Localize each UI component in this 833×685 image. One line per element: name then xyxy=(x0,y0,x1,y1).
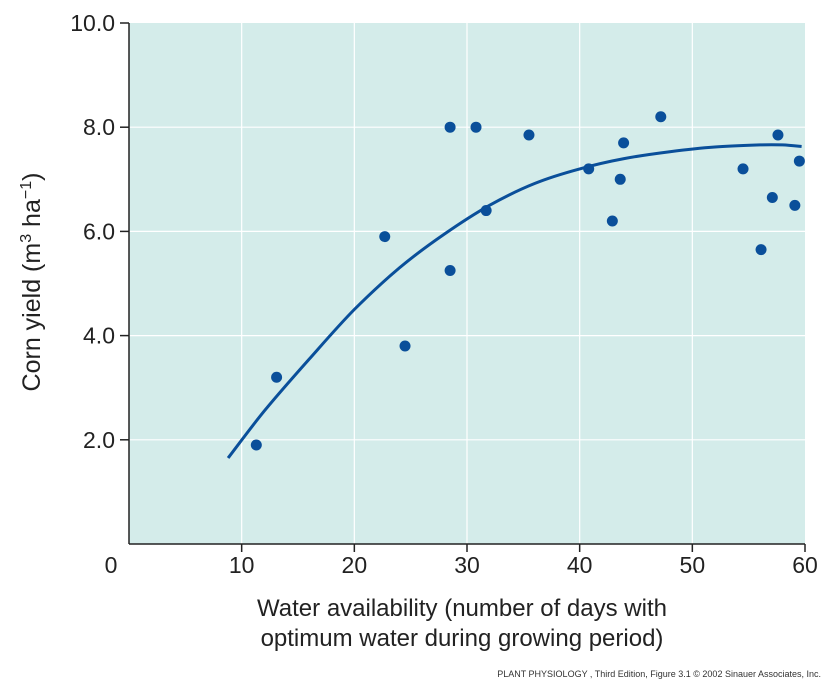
y-tick-label: 2.0 xyxy=(83,427,115,453)
data-point xyxy=(399,340,411,352)
data-point xyxy=(614,173,626,185)
y-tick-label: 4.0 xyxy=(83,323,115,349)
data-point xyxy=(618,137,630,149)
data-point xyxy=(444,121,456,133)
y-axis-title-end: ) xyxy=(18,173,46,181)
data-point xyxy=(793,155,805,167)
figure-credit: PLANT PHYSIOLOGY , Third Edition, Figure… xyxy=(497,669,821,679)
x-tick-label: 30 xyxy=(454,552,480,578)
data-point xyxy=(772,129,784,141)
fit-curve xyxy=(226,143,802,459)
y-axis-ticks: 2.0 4.0 6.0 8.0 10.0 xyxy=(70,10,129,453)
y-tick-label: 8.0 xyxy=(83,114,115,140)
x-tick-label: 60 xyxy=(792,552,818,578)
data-point xyxy=(250,439,262,451)
x-tick-label: 40 xyxy=(567,552,593,578)
y-tick-label: 6.0 xyxy=(83,218,115,244)
data-point xyxy=(606,215,618,227)
x-axis-title-line2: optimum water during growing period) xyxy=(261,625,664,652)
y-axis-title-main: Corn yield (m xyxy=(18,243,46,392)
data-point xyxy=(583,163,595,175)
data-point xyxy=(480,205,492,217)
data-points xyxy=(250,111,805,451)
data-point xyxy=(766,192,778,204)
data-point xyxy=(523,129,535,141)
data-point xyxy=(737,163,749,175)
grid xyxy=(129,23,805,544)
x-tick-label: 10 xyxy=(229,552,255,578)
data-point xyxy=(470,121,482,133)
data-point xyxy=(789,199,801,211)
y-axis-title: Corn yield (m3 ha−1) xyxy=(18,173,46,392)
data-point xyxy=(271,371,283,383)
x-tick-label: 20 xyxy=(342,552,368,578)
x-tick-label: 0 xyxy=(105,552,118,578)
x-tick-label: 50 xyxy=(680,552,706,578)
y-axis-title-sup1: 3 xyxy=(18,234,35,243)
y-tick-label: 10.0 xyxy=(70,10,115,36)
y-axis-title-sup2: −1 xyxy=(18,181,35,199)
data-point xyxy=(444,264,456,276)
x-axis-title-line1: Water availability (number of days with xyxy=(257,595,667,622)
y-axis-title-mid: ha xyxy=(18,199,46,234)
data-point xyxy=(379,231,391,243)
x-axis-ticks: 0 10 20 30 40 50 60 xyxy=(105,544,818,578)
data-point xyxy=(655,111,667,123)
data-point xyxy=(755,244,767,256)
